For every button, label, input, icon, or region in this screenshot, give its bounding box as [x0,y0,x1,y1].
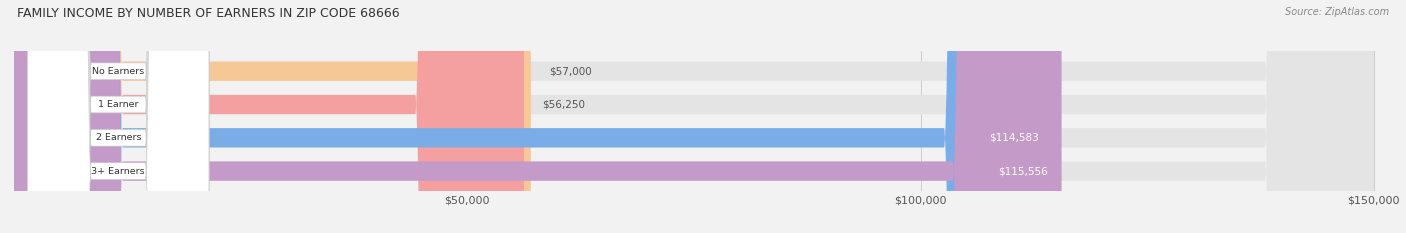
Text: $56,250: $56,250 [543,99,585,110]
Text: 3+ Earners: 3+ Earners [91,167,145,176]
FancyBboxPatch shape [14,0,1374,233]
FancyBboxPatch shape [28,0,209,233]
FancyBboxPatch shape [14,0,1062,233]
FancyBboxPatch shape [14,0,524,233]
FancyBboxPatch shape [28,0,209,233]
FancyBboxPatch shape [14,0,531,233]
Text: Source: ZipAtlas.com: Source: ZipAtlas.com [1285,7,1389,17]
Text: No Earners: No Earners [93,67,145,76]
Text: 1 Earner: 1 Earner [98,100,139,109]
FancyBboxPatch shape [28,0,209,233]
Text: 2 Earners: 2 Earners [96,133,141,142]
Text: $114,583: $114,583 [990,133,1039,143]
FancyBboxPatch shape [14,0,1374,233]
FancyBboxPatch shape [14,0,1374,233]
FancyBboxPatch shape [14,0,1374,233]
Text: $57,000: $57,000 [548,66,592,76]
Text: FAMILY INCOME BY NUMBER OF EARNERS IN ZIP CODE 68666: FAMILY INCOME BY NUMBER OF EARNERS IN ZI… [17,7,399,20]
Text: $115,556: $115,556 [998,166,1047,176]
FancyBboxPatch shape [14,0,1053,233]
FancyBboxPatch shape [28,0,209,233]
